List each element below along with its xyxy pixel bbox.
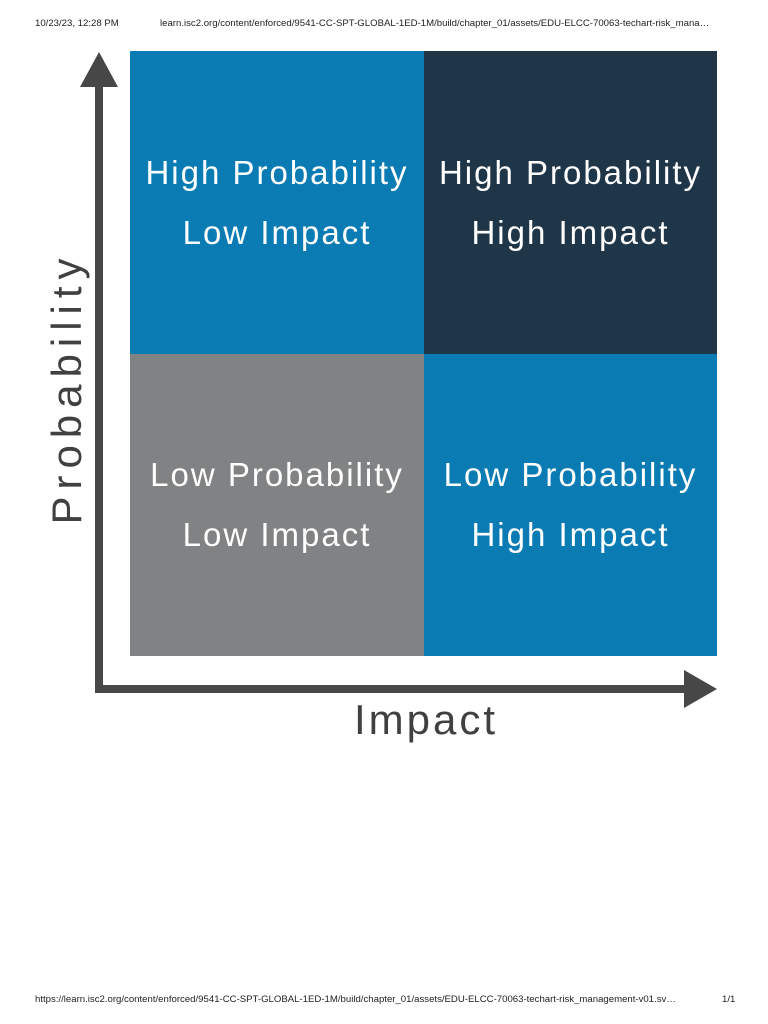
quadrant-low-probability-high-impact: Low Probability High Impact [424, 354, 717, 656]
quadrant-impact-text: Low Impact [182, 516, 372, 553]
quadrant-low-probability-low-impact: Low Probability Low Impact [130, 354, 424, 656]
print-footer-url: https://learn.isc2.org/content/enforced/… [35, 994, 676, 1005]
quadrant-high-probability-low-impact: High Probability Low Impact [130, 51, 424, 354]
print-header-datetime: 10/23/23, 12:28 PM [35, 18, 119, 29]
print-footer-page-number: 1/1 [722, 994, 736, 1005]
x-axis-label: Impact [353, 696, 499, 743]
quadrant-probability-text: High Probability [145, 153, 409, 191]
print-header-url: learn.isc2.org/content/enforced/9541-CC-… [160, 18, 710, 29]
quadrant-probability-text: Low Probability [150, 456, 404, 493]
quadrant-impact-text: Low Impact [182, 213, 372, 251]
quadrant-high-probability-high-impact: High Probability High Impact [424, 51, 717, 354]
axes-arrows [80, 52, 717, 708]
y-axis-arrowhead-icon [80, 52, 118, 87]
quadrant-impact-text: High Impact [471, 516, 670, 553]
quadrant-probability-text: Low Probability [443, 456, 698, 493]
quadrant-probability-text: High Probability [438, 153, 703, 191]
x-axis-arrowhead-icon [684, 670, 717, 708]
quadrant-impact-text: High Impact [471, 213, 670, 251]
x-axis-line [95, 685, 687, 693]
y-axis-line [95, 84, 103, 693]
y-axis-label: Probability [43, 251, 90, 525]
